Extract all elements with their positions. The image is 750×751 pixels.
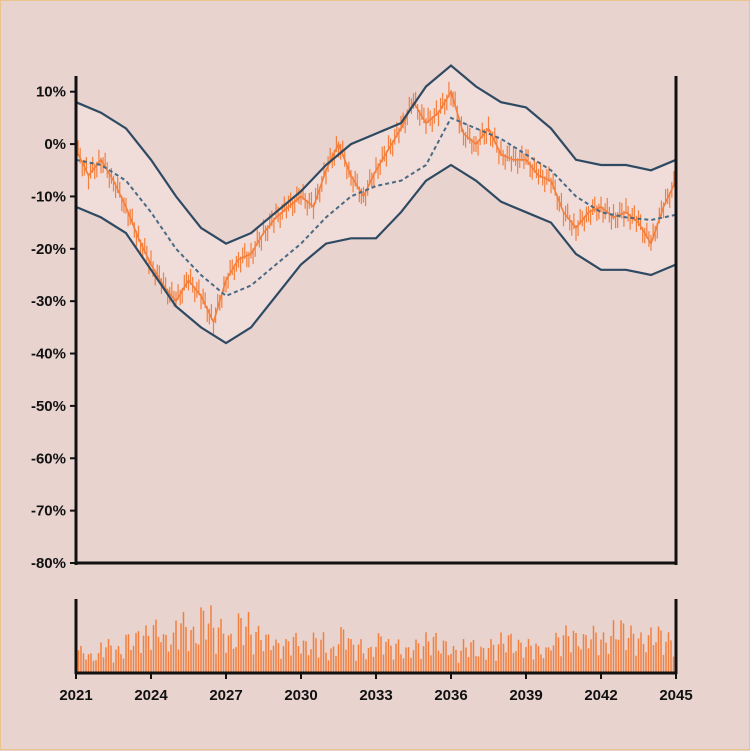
band-fill <box>76 65 676 344</box>
x-tick-label: 2021 <box>59 687 92 704</box>
x-tick-label: 2042 <box>584 687 617 704</box>
y-tick-label: -10% <box>31 188 66 205</box>
moving-average-line <box>75 116 677 298</box>
y-tick-label: -40% <box>31 346 66 363</box>
x-tick-label: 2024 <box>134 687 168 704</box>
y-tick-label: 0% <box>44 136 66 153</box>
x-tick-label: 2039 <box>509 687 542 704</box>
y-tick-label: -20% <box>31 241 66 258</box>
y-tick-label: -50% <box>31 398 66 415</box>
band-lower-line <box>75 163 677 345</box>
y-tick-label: -60% <box>31 450 66 467</box>
x-tick-label: 2030 <box>284 687 317 704</box>
price-line <box>75 89 677 325</box>
y-tick-label: -30% <box>31 293 66 310</box>
x-tick-label: 2033 <box>359 687 392 704</box>
y-tick-label: -80% <box>31 555 66 572</box>
band-upper-line <box>75 64 677 245</box>
x-tick-label: 2036 <box>434 687 467 704</box>
y-tick-label: -70% <box>31 503 66 520</box>
y-tick-label: 10% <box>36 84 66 101</box>
x-tick-label: 2027 <box>209 687 242 704</box>
x-tick-label: 2045 <box>659 687 692 704</box>
